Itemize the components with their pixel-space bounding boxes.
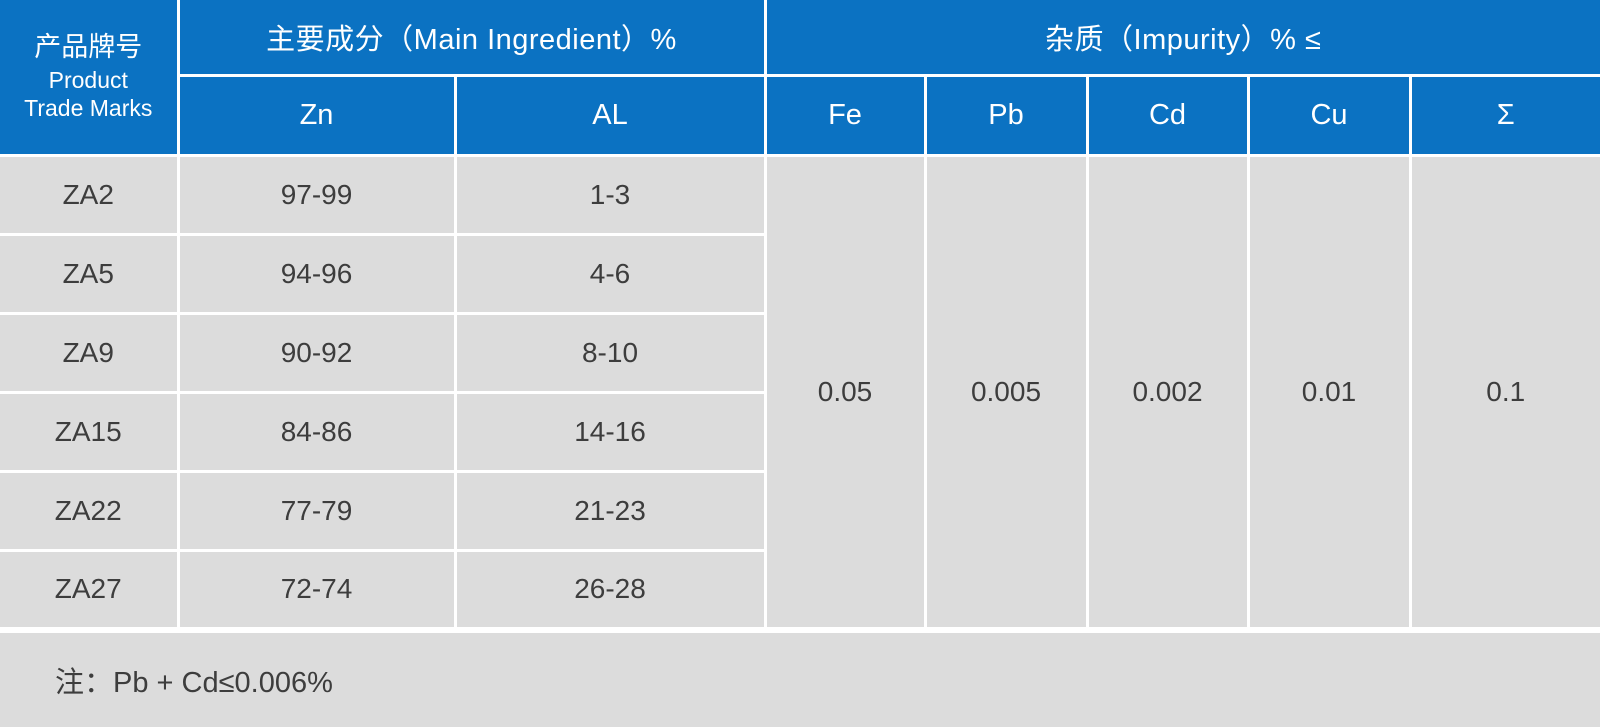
note-cell: 注：Pb + Cd≤0.006% xyxy=(0,626,1600,727)
cell-al: 26-28 xyxy=(453,549,767,632)
cell-brand: ZA9 xyxy=(0,311,180,394)
table-row-za9: ZA9 90-92 8-10 xyxy=(0,311,1600,394)
cell-brand: ZA15 xyxy=(0,390,180,474)
cell-impurity-cu: 0.01 xyxy=(1246,153,1412,632)
cell-zn: 90-92 xyxy=(176,311,457,394)
cell-impurity-pb: 0.005 xyxy=(923,153,1089,632)
cell-al: 14-16 xyxy=(453,390,767,474)
cell-zn: 84-86 xyxy=(176,390,457,474)
cell-impurity-sigma: 0.1 xyxy=(1408,153,1600,632)
note-row: 注：Pb + Cd≤0.006% xyxy=(0,626,1600,727)
header-cell-al: AL xyxy=(453,73,767,157)
header-cell-cu: Cu xyxy=(1246,73,1412,157)
table-row-za15: ZA15 84-86 14-16 xyxy=(0,390,1600,474)
cell-brand: ZA5 xyxy=(0,232,180,315)
cell-brand: ZA2 xyxy=(0,153,180,236)
table-row-za27: ZA27 72-74 26-28 xyxy=(0,549,1600,632)
product-header-en-line1: Product xyxy=(48,66,128,93)
cell-brand: ZA22 xyxy=(0,469,180,553)
cell-al: 4-6 xyxy=(453,232,767,315)
product-header-zh: 产品牌号 xyxy=(34,31,143,62)
cell-brand: ZA27 xyxy=(0,549,180,632)
header-cell-pb: Pb xyxy=(923,73,1089,157)
header-cell-fe: Fe xyxy=(763,73,927,157)
header-cell-product-trade-marks: 产品牌号 Product Trade Marks xyxy=(0,0,180,157)
cell-al: 1-3 xyxy=(453,153,767,236)
cell-al: 8-10 xyxy=(453,311,767,394)
header-cell-impurity: 杂质（Impurity）% ≤ xyxy=(763,0,1600,77)
cell-zn: 72-74 xyxy=(176,549,457,632)
product-header-en-line2: Trade Marks xyxy=(24,94,153,121)
cell-zn: 77-79 xyxy=(176,469,457,553)
cell-al: 21-23 xyxy=(453,469,767,553)
header-cell-cd: Cd xyxy=(1085,73,1250,157)
cell-impurity-fe: 0.05 xyxy=(763,153,927,632)
cell-zn: 94-96 xyxy=(176,232,457,315)
header-cell-sigma: Σ xyxy=(1408,73,1600,157)
table-row-za2: ZA2 97-99 1-3 0.05 0.005 0.002 0.01 0.1 xyxy=(0,153,1600,632)
note-text: 注：Pb + Cd≤0.006% xyxy=(55,666,333,699)
header-cell-main-ingredient: 主要成分（Main Ingredient）% xyxy=(176,0,767,77)
cell-impurity-cd: 0.002 xyxy=(1085,153,1250,632)
header-cell-zn: Zn xyxy=(176,73,457,157)
header-row-groups: 产品牌号 Product Trade Marks 主要成分（Main Ingre… xyxy=(0,0,1600,157)
header-row-columns: Zn AL Fe Pb Cd Cu Σ xyxy=(0,73,1600,157)
table-row-za5: ZA5 94-96 4-6 xyxy=(0,232,1600,315)
cell-zn: 97-99 xyxy=(176,153,457,236)
table-row-za22: ZA22 77-79 21-23 xyxy=(0,469,1600,553)
